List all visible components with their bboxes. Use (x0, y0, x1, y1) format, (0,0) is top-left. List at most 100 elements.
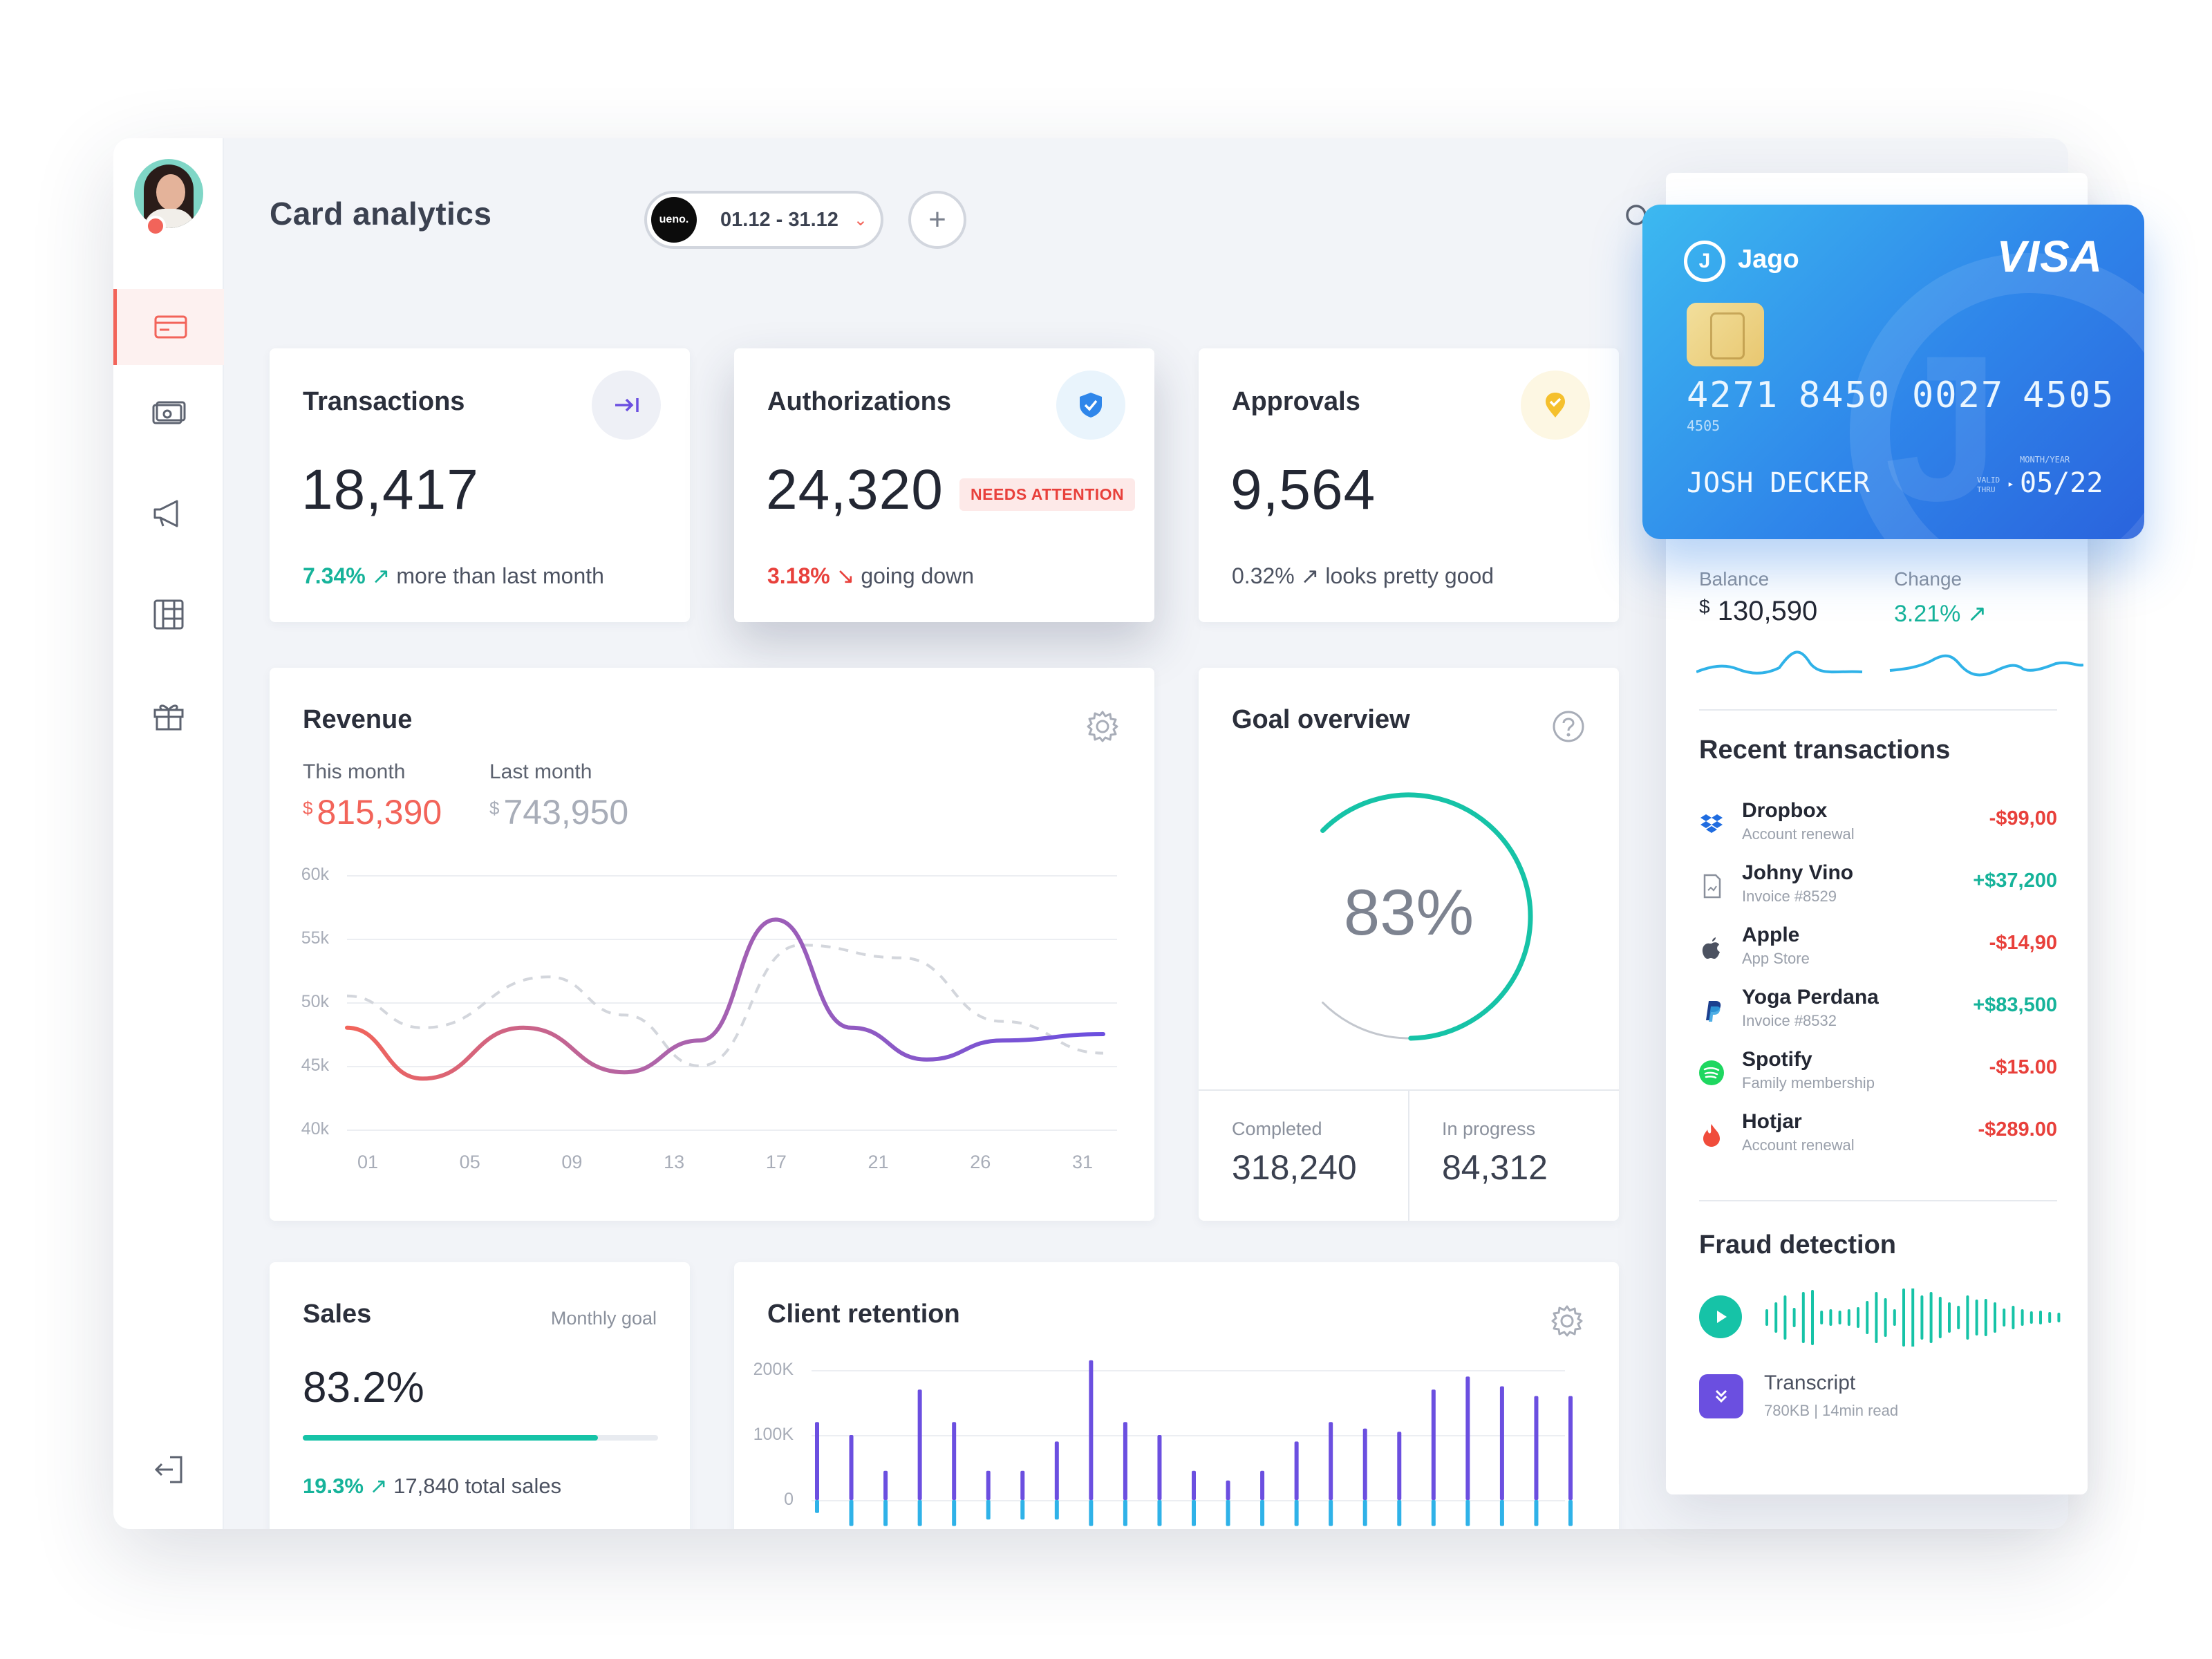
change-label: Change (1894, 568, 1962, 590)
retention-bar-secondary[interactable] (1465, 1500, 1470, 1526)
retention-bar-secondary[interactable] (917, 1500, 922, 1526)
kpi-approvals-card[interactable]: Approvals 9,564 0.32% ↗ looks pretty goo… (1199, 348, 1619, 622)
retention-bar-secondary[interactable] (815, 1500, 819, 1513)
visa-logo: VISA (1996, 232, 2103, 281)
transaction-amount: -$99,00 (1989, 807, 2057, 830)
retention-bar[interactable] (1534, 1396, 1539, 1500)
sidebar-item-rewards[interactable] (113, 677, 224, 753)
retention-bar-secondary[interactable] (1362, 1500, 1367, 1526)
card-valid-caption: MONTH/YEAR (2020, 455, 2070, 465)
sales-note: 17,840 total sales (393, 1474, 562, 1498)
retention-bar[interactable] (1123, 1422, 1127, 1500)
retention-bar-secondary[interactable] (849, 1500, 854, 1526)
kpi-authorizations-card[interactable]: Authorizations 24,320 NEEDS ATTENTION 3.… (734, 348, 1154, 622)
last-month-value: $743,950 (489, 793, 629, 832)
help-icon[interactable] (1551, 709, 1586, 744)
retention-bar[interactable] (1157, 1435, 1162, 1500)
visa-card[interactable]: J J Jago VISA 4271 8450 0027 4505 4505 J… (1642, 205, 2144, 539)
retention-bar-secondary[interactable] (1431, 1500, 1436, 1526)
retention-bar[interactable] (1329, 1422, 1333, 1500)
gear-icon[interactable] (1550, 1304, 1584, 1338)
gridline (812, 1435, 1565, 1436)
retention-bar-secondary[interactable] (883, 1500, 888, 1526)
gridline (347, 939, 1117, 940)
retention-bar-secondary[interactable] (1329, 1500, 1333, 1526)
sidebar-item-reports[interactable] (113, 577, 224, 653)
revenue-line-chart (345, 917, 1105, 1081)
retention-bar[interactable] (1192, 1470, 1196, 1500)
recent-transactions-title: Recent transactions (1699, 735, 1951, 765)
transaction-name[interactable]: Hotjar (1742, 1110, 1802, 1133)
retention-bar[interactable] (1397, 1432, 1402, 1500)
retention-bar-secondary[interactable] (1192, 1500, 1196, 1526)
kpi-note: looks pretty good (1325, 563, 1494, 588)
retention-bar[interactable] (1362, 1428, 1367, 1500)
retention-bar[interactable] (883, 1470, 888, 1500)
paypal-icon (1696, 995, 1727, 1026)
transaction-name[interactable]: Apple (1742, 924, 1800, 946)
retention-bar-secondary[interactable] (1226, 1500, 1230, 1526)
retention-bar-secondary[interactable] (1568, 1500, 1573, 1526)
add-button[interactable]: + (908, 191, 966, 249)
shield-check-icon[interactable] (1056, 371, 1125, 440)
kpi-value: 18,417 (301, 458, 479, 521)
card-number-small: 4505 (1687, 418, 1721, 434)
retention-bar[interactable] (1020, 1470, 1025, 1500)
location-check-icon[interactable] (1521, 371, 1590, 440)
retention-bar[interactable] (1054, 1441, 1059, 1500)
retention-bar-secondary[interactable] (1397, 1500, 1402, 1526)
retention-bar-secondary[interactable] (952, 1500, 957, 1526)
retention-bar-secondary[interactable] (1123, 1500, 1127, 1526)
retention-bar-secondary[interactable] (1499, 1500, 1504, 1526)
retention-bar[interactable] (849, 1435, 854, 1500)
retention-bar-secondary[interactable] (1089, 1500, 1094, 1526)
card-number-group: 0027 (1912, 375, 2005, 416)
kpi-transactions-card[interactable]: Transactions 18,417 7.34% ↗ more than la… (270, 348, 690, 622)
retention-bar[interactable] (986, 1470, 991, 1500)
logout-button[interactable] (113, 1442, 224, 1497)
retention-bar[interactable] (1568, 1396, 1573, 1500)
retention-bar[interactable] (1431, 1389, 1436, 1500)
completed-value: 318,240 (1232, 1148, 1357, 1187)
gear-icon[interactable] (1085, 709, 1120, 744)
retention-bar[interactable] (952, 1422, 957, 1500)
transaction-name[interactable]: Spotify (1742, 1048, 1812, 1071)
retention-bar-secondary[interactable] (1534, 1500, 1539, 1526)
kpi-footer: 0.32% ↗ looks pretty good (1232, 563, 1494, 589)
page-title: Card analytics (270, 196, 492, 232)
retention-bar[interactable] (1226, 1480, 1230, 1500)
retention-bar-secondary[interactable] (1020, 1500, 1025, 1520)
chevrons-down-icon (1715, 1389, 1727, 1403)
retention-bar-secondary[interactable] (1157, 1500, 1162, 1526)
status-badge: NEEDS ATTENTION (959, 478, 1136, 511)
goal-title: Goal overview (1232, 705, 1410, 734)
retention-bar[interactable] (815, 1422, 819, 1500)
retention-bar[interactable] (1465, 1376, 1470, 1500)
transaction-name[interactable]: Yoga Perdana (1742, 986, 1879, 1009)
arrow-to-line-icon[interactable] (592, 371, 661, 440)
transaction-name[interactable]: Johny Vino (1742, 861, 1854, 884)
retention-bar[interactable] (917, 1389, 922, 1500)
invoice-icon (1696, 871, 1727, 901)
sales-title: Sales (303, 1300, 372, 1329)
logout-icon (154, 1456, 182, 1483)
transcript-download-button[interactable] (1699, 1374, 1743, 1418)
sidebar-item-campaigns[interactable] (113, 476, 224, 552)
balance-label: Balance (1699, 568, 1770, 590)
play-button[interactable] (1699, 1295, 1742, 1338)
user-avatar[interactable] (134, 159, 203, 236)
x-tick-label: 05 (459, 1152, 480, 1172)
transaction-name[interactable]: Dropbox (1742, 799, 1828, 822)
retention-bar-secondary[interactable] (1294, 1500, 1299, 1526)
retention-bar-secondary[interactable] (986, 1500, 991, 1520)
retention-bar[interactable] (1089, 1360, 1094, 1500)
sidebar-item-payments[interactable] (113, 376, 224, 452)
retention-bar-secondary[interactable] (1054, 1500, 1059, 1520)
sidebar-item-cards[interactable] (113, 289, 224, 365)
date-range-selector[interactable]: ueno. 01.12 - 31.12 ⌄ (644, 191, 883, 249)
retention-bar[interactable] (1294, 1441, 1299, 1500)
retention-bar[interactable] (1260, 1470, 1265, 1500)
gridline (347, 1130, 1117, 1131)
retention-bar[interactable] (1499, 1386, 1504, 1501)
retention-bar-secondary[interactable] (1260, 1500, 1265, 1526)
